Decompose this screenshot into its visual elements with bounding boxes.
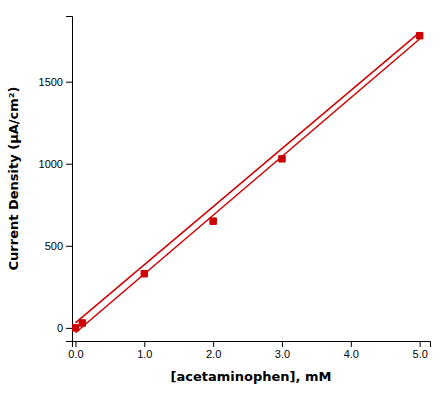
y-tick-mark <box>66 328 72 329</box>
fit-line <box>75 39 419 333</box>
y-axis-title: Current Density (μA/cm²) <box>6 87 21 271</box>
x-tick-mark <box>144 341 145 347</box>
x-tick-mark <box>420 341 421 347</box>
y-tick: 1500 <box>39 76 72 88</box>
y-tick-label: 1500 <box>39 76 63 88</box>
x-tick-mark <box>213 341 214 347</box>
x-axis-title: [acetaminophen], mM <box>171 369 332 384</box>
marks <box>72 32 423 332</box>
x-tick-label: 3.0 <box>275 348 290 360</box>
data-point <box>416 32 422 38</box>
y-tick: 1000 <box>39 158 72 170</box>
plot: 0.0 1.0 2.0 3.0 4.0 5.0 0 500 1000 1500 <box>39 17 431 360</box>
x-tick: 1.0 <box>137 341 152 360</box>
x-tick-label: 2.0 <box>206 348 221 360</box>
data-point <box>279 156 285 162</box>
data-point <box>72 325 78 331</box>
x-tick: 2.0 <box>206 341 221 360</box>
data-point <box>79 320 85 326</box>
y-tick: 500 <box>45 240 72 252</box>
x-tick: 0.0 <box>68 341 83 360</box>
y-tick-mark <box>66 246 72 247</box>
x-axis: 0.0 1.0 2.0 3.0 4.0 5.0 <box>68 341 430 360</box>
y-tick-label: 500 <box>45 240 63 252</box>
y-tick-label: 0 <box>57 322 63 334</box>
x-tick: 4.0 <box>344 341 359 360</box>
y-tick-mark <box>66 82 72 83</box>
fit-line <box>75 32 419 323</box>
y-axis-line <box>66 17 73 342</box>
y-axis: 0 500 1000 1500 <box>39 17 73 342</box>
x-tick-mark <box>351 341 352 347</box>
chart: 0.0 1.0 2.0 3.0 4.0 5.0 0 500 1000 1500 [acetamino… <box>0 0 448 393</box>
x-tick-label: 1.0 <box>137 348 152 360</box>
y-tick-mark <box>66 164 72 165</box>
x-tick: 5.0 <box>413 341 428 360</box>
data-point <box>141 270 147 276</box>
x-tick-mark <box>75 341 76 347</box>
x-tick-label: 0.0 <box>68 348 83 360</box>
x-tick: 3.0 <box>275 341 290 360</box>
x-tick-label: 5.0 <box>413 348 428 360</box>
data-point <box>210 218 216 224</box>
x-axis-line <box>73 342 431 348</box>
y-tick: 0 <box>57 322 72 334</box>
x-tick-label: 4.0 <box>344 348 359 360</box>
x-tick-mark <box>282 341 283 347</box>
y-tick-label: 1000 <box>39 158 63 170</box>
